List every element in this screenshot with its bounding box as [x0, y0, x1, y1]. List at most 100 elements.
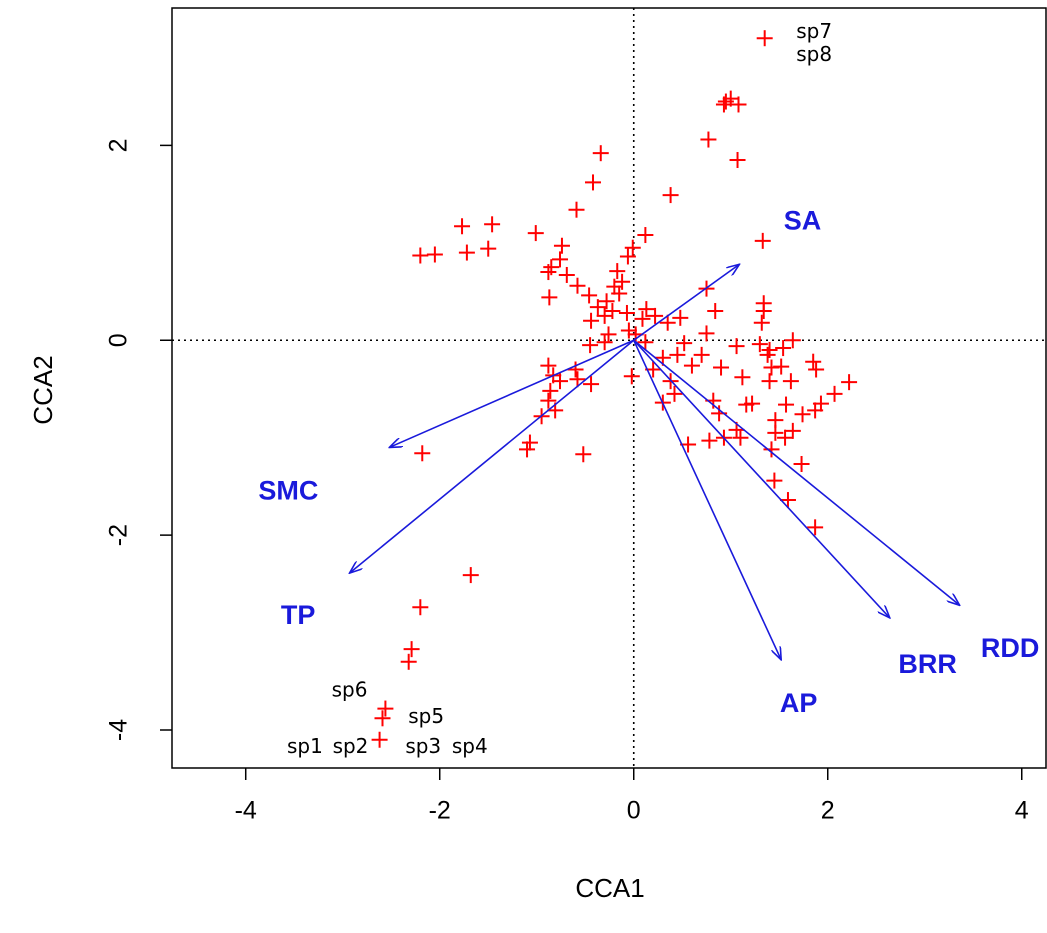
site-point — [756, 30, 773, 47]
env-arrow — [389, 339, 635, 447]
site-point — [734, 369, 751, 386]
site-point — [779, 492, 796, 509]
site-point — [540, 264, 557, 281]
site-point — [755, 303, 772, 320]
site-point — [377, 700, 394, 717]
site-point — [611, 285, 628, 302]
species-label: sp2 — [333, 734, 369, 758]
site-point — [807, 519, 824, 536]
arrow-label: SMC — [258, 475, 318, 505]
site-point — [582, 337, 599, 354]
site-point — [400, 653, 417, 670]
site-point — [672, 309, 689, 326]
site-point — [403, 641, 420, 658]
site-point — [614, 273, 631, 290]
site-point — [826, 385, 843, 402]
species-label: sp3 — [405, 734, 441, 758]
site-point — [527, 225, 544, 242]
site-point — [807, 402, 824, 419]
site-point — [581, 287, 598, 304]
site-point — [553, 237, 570, 254]
site-point — [426, 246, 443, 263]
site-point — [609, 263, 626, 280]
site-point — [540, 392, 557, 409]
site-point — [540, 357, 557, 374]
site-point — [634, 310, 651, 327]
site-point — [637, 334, 654, 351]
y-tick-label: 0 — [105, 333, 133, 347]
site-point — [777, 429, 794, 446]
site-point — [669, 346, 686, 363]
site-point — [567, 361, 584, 378]
plot-frame — [171, 7, 1047, 769]
site-point — [480, 240, 497, 257]
site-point — [744, 395, 761, 412]
site-point — [624, 239, 641, 256]
site-point — [618, 304, 635, 321]
y-tick-label: -4 — [105, 719, 133, 741]
site-point — [552, 373, 569, 390]
x-tick-label: -4 — [235, 797, 257, 825]
env-arrow — [633, 339, 960, 605]
site-point — [761, 373, 778, 390]
site-point — [637, 227, 654, 244]
site-point — [759, 346, 776, 363]
x-tick-label: -2 — [429, 797, 451, 825]
arrow-label: RDD — [981, 633, 1040, 663]
site-point — [568, 201, 585, 218]
site-point — [676, 335, 693, 352]
site-point — [462, 567, 479, 584]
species-label: sp8 — [796, 42, 832, 66]
species-label: sp5 — [408, 704, 444, 728]
site-point — [519, 441, 536, 458]
site-point — [647, 307, 664, 324]
site-point — [371, 731, 388, 748]
arrow-label: BRR — [898, 649, 957, 679]
site-point — [707, 303, 724, 320]
site-point — [793, 456, 810, 472]
site-point — [521, 434, 538, 451]
site-point — [728, 338, 745, 355]
env-arrow — [633, 264, 740, 341]
site-point — [713, 359, 730, 376]
arrow-label: AP — [780, 688, 818, 718]
site-point — [693, 346, 710, 363]
site-point — [592, 145, 609, 162]
site-point — [542, 382, 559, 399]
site-point — [805, 353, 822, 370]
site-point — [700, 131, 717, 148]
site-point — [412, 599, 429, 616]
site-point — [751, 336, 768, 353]
site-point — [784, 422, 801, 439]
site-point — [753, 314, 770, 331]
site-point — [683, 357, 700, 374]
x-tick-label: 2 — [821, 797, 835, 825]
species-label: sp1 — [287, 734, 323, 758]
site-point — [569, 371, 586, 388]
y-axis-title: CCA2 — [28, 355, 58, 424]
site-point — [412, 247, 429, 264]
site-point — [659, 314, 676, 331]
species-label: sp6 — [332, 678, 368, 702]
site-point — [729, 152, 746, 168]
site-point — [604, 303, 621, 320]
y-tick-label: 2 — [105, 138, 133, 152]
site-point — [589, 299, 606, 316]
site-point — [782, 373, 799, 390]
site-point — [600, 326, 617, 343]
x-tick-label: 4 — [1015, 797, 1029, 825]
site-point — [784, 332, 801, 349]
env-arrow — [350, 339, 635, 573]
site-point — [454, 218, 471, 235]
site-point — [766, 472, 783, 489]
site-point — [583, 312, 600, 329]
site-point — [638, 301, 655, 318]
site-point — [374, 710, 391, 727]
site-point — [541, 289, 558, 306]
env-arrow — [633, 339, 781, 660]
y-tick-label: -2 — [105, 524, 133, 546]
arrow-label: TP — [281, 600, 316, 630]
species-label: sp7 — [796, 19, 832, 43]
site-point — [717, 93, 734, 110]
